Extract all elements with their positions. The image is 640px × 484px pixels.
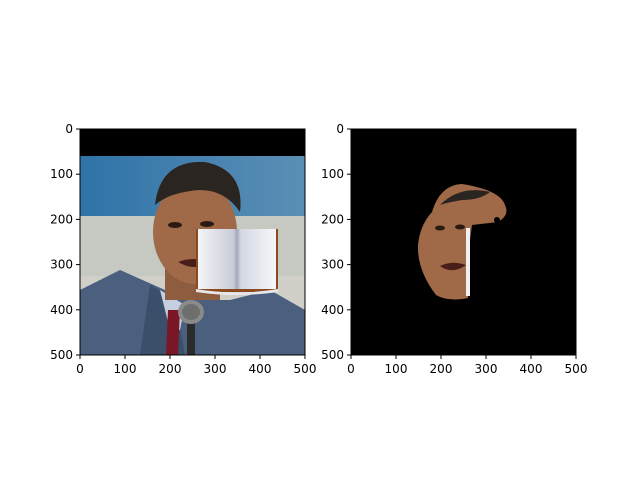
right-x-tick-label: 500 (565, 362, 588, 376)
left-y-tick-label: 0 (65, 122, 73, 136)
top-black-band (80, 129, 305, 156)
right-y-tick-label: 200 (321, 212, 344, 226)
tie (166, 310, 180, 355)
left-x-tick-label: 100 (114, 362, 137, 376)
right-y-tick-label: 400 (321, 303, 344, 317)
right-x-tick-label: 100 (385, 362, 408, 376)
right-y-tick-label: 100 (321, 167, 344, 181)
left-y-tick-label: 400 (50, 303, 73, 317)
right-y-tick-label: 300 (321, 258, 344, 272)
left-y-tick-label: 500 (50, 348, 73, 362)
left-x-tick-label: 400 (249, 362, 272, 376)
left-x-tick-label: 0 (76, 362, 84, 376)
right-x-tick-label: 200 (430, 362, 453, 376)
hair (155, 161, 241, 212)
segmented-face (417, 184, 507, 300)
right-x-tick-label: 0 (347, 362, 355, 376)
right-y-tick-label: 0 (336, 122, 344, 136)
left-y-tick-label: 100 (50, 167, 73, 181)
left-y-tick-label: 200 (50, 212, 73, 226)
right-x-tick-label: 400 (520, 362, 543, 376)
open-book-icon (196, 229, 278, 295)
left-axes-frame (79, 128, 306, 356)
left-x-tick-label: 200 (159, 362, 182, 376)
microphone-icon (178, 300, 204, 355)
left-x-tick-label: 500 (294, 362, 317, 376)
right-x-tick-label: 300 (475, 362, 498, 376)
right-axes-frame (350, 128, 577, 356)
right-y-tick-label: 500 (321, 348, 344, 362)
left-photo (80, 129, 305, 355)
segmented-hair (440, 190, 490, 205)
right-photo (351, 129, 576, 355)
left-y-tick-label: 300 (50, 258, 73, 272)
left-x-tick-label: 300 (204, 362, 227, 376)
